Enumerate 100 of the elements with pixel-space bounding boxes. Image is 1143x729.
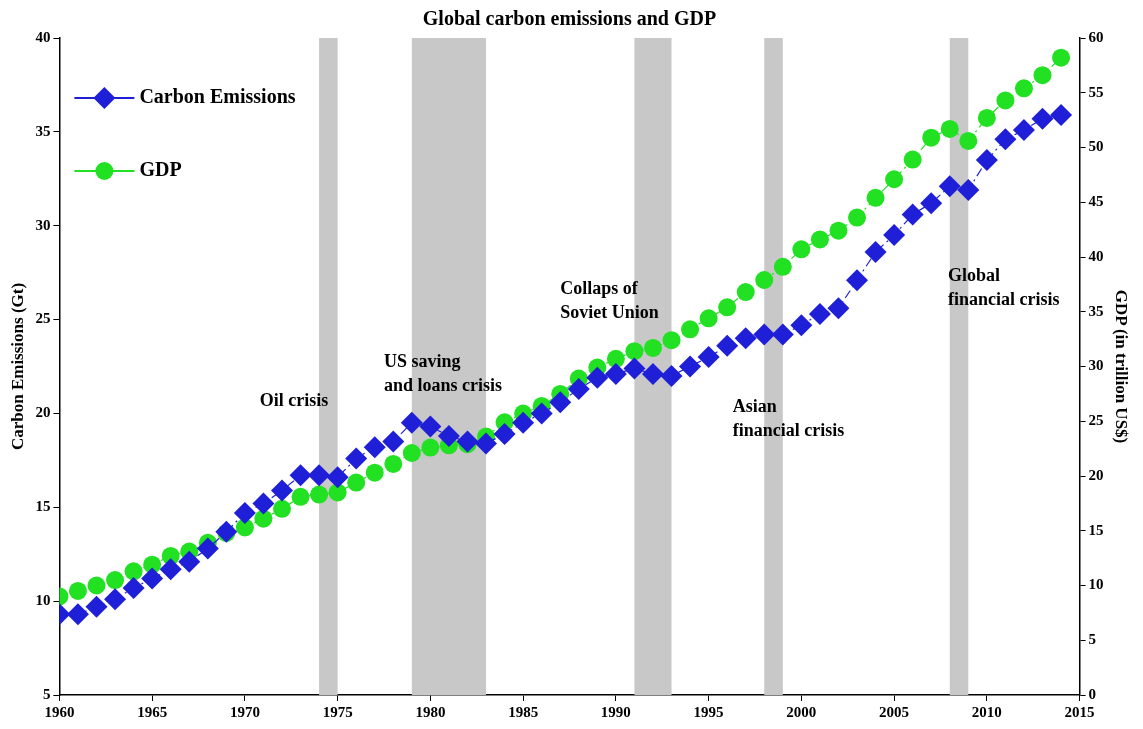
y2-tick-label: 35 (1088, 302, 1104, 319)
chart-title: Global carbon emissions and GDP (422, 7, 717, 30)
point (104, 588, 127, 611)
point (68, 581, 87, 600)
x-tick-label: 1985 (508, 703, 539, 720)
point (141, 567, 164, 590)
point (493, 423, 516, 446)
point (549, 391, 572, 414)
point (736, 283, 755, 302)
x-tick-label: 1970 (229, 703, 260, 720)
point (289, 464, 312, 487)
point (159, 558, 182, 581)
point (604, 363, 627, 386)
x-tick-label: 2005 (879, 703, 910, 720)
point (808, 302, 831, 325)
point (347, 473, 366, 492)
point (308, 464, 331, 487)
point (679, 355, 702, 378)
point (959, 131, 978, 150)
point (252, 492, 275, 515)
point (864, 240, 887, 263)
point (363, 436, 386, 459)
y-tick-label: 35 (35, 122, 51, 139)
band-label: US saving and loans crisis (384, 350, 503, 395)
point (196, 537, 219, 560)
point (957, 179, 980, 202)
point (122, 577, 145, 599)
point (1050, 103, 1073, 126)
point (402, 444, 421, 463)
point (1031, 107, 1054, 130)
band-label: Collaps of Soviet Union (560, 278, 659, 323)
point (716, 334, 739, 357)
y2-tick-label: 0 (1088, 685, 1097, 702)
point (475, 432, 498, 455)
point (790, 314, 813, 337)
point (345, 447, 368, 470)
x-tick-label: 1980 (415, 703, 446, 720)
point (310, 485, 329, 504)
y-tick-label: 20 (35, 404, 51, 421)
point (272, 499, 291, 518)
point (827, 297, 850, 320)
point (922, 128, 941, 147)
point (178, 550, 201, 573)
point (697, 346, 720, 369)
point (681, 320, 700, 339)
point (567, 378, 590, 401)
point (885, 170, 904, 189)
band-label: Global financial crisis (947, 265, 1060, 310)
x-tick-label: 2000 (786, 703, 817, 720)
point (975, 149, 998, 172)
y2-tick-label: 25 (1088, 412, 1104, 429)
point (903, 150, 922, 169)
point (996, 91, 1015, 110)
y2-tick-label: 55 (1088, 83, 1104, 100)
point (87, 576, 106, 595)
point (530, 402, 553, 425)
point (901, 203, 924, 226)
y2-tick-label: 20 (1088, 466, 1104, 483)
band-label: Oil crisis (259, 389, 329, 410)
y2-tick-label: 30 (1088, 357, 1104, 374)
point (85, 595, 108, 618)
y-tick-label: 25 (35, 310, 51, 327)
point (866, 188, 885, 207)
x-tick-label: 1975 (322, 703, 353, 720)
point (846, 269, 869, 292)
point (1014, 79, 1033, 98)
x-tick-label: 2015 (1064, 703, 1095, 720)
point (512, 411, 535, 434)
legend-label: Carbon Emissions (139, 85, 296, 108)
point (660, 364, 683, 387)
point (437, 424, 460, 447)
point (753, 323, 776, 346)
point (920, 192, 943, 215)
point (291, 487, 310, 506)
point (829, 221, 848, 240)
point (848, 208, 867, 227)
point (883, 224, 906, 247)
point (755, 271, 774, 289)
point (938, 175, 961, 198)
point (771, 323, 794, 346)
point (810, 230, 829, 249)
point (623, 357, 646, 380)
point (994, 128, 1017, 151)
y-tick-label: 5 (42, 685, 51, 702)
point (1033, 66, 1052, 85)
point (400, 411, 423, 434)
x-tick-label: 1965 (137, 703, 168, 720)
x-tick-label: 1990 (600, 703, 631, 720)
y-tick-label: 15 (35, 498, 51, 515)
point (66, 603, 89, 626)
point (734, 327, 757, 350)
x-tick-label: 1995 (693, 703, 724, 720)
point (1052, 48, 1071, 67)
point (365, 463, 384, 482)
point (233, 501, 256, 524)
point (421, 438, 440, 457)
point (419, 415, 442, 438)
point (106, 571, 125, 590)
y-tick-label: 10 (35, 592, 51, 609)
point (124, 562, 143, 581)
